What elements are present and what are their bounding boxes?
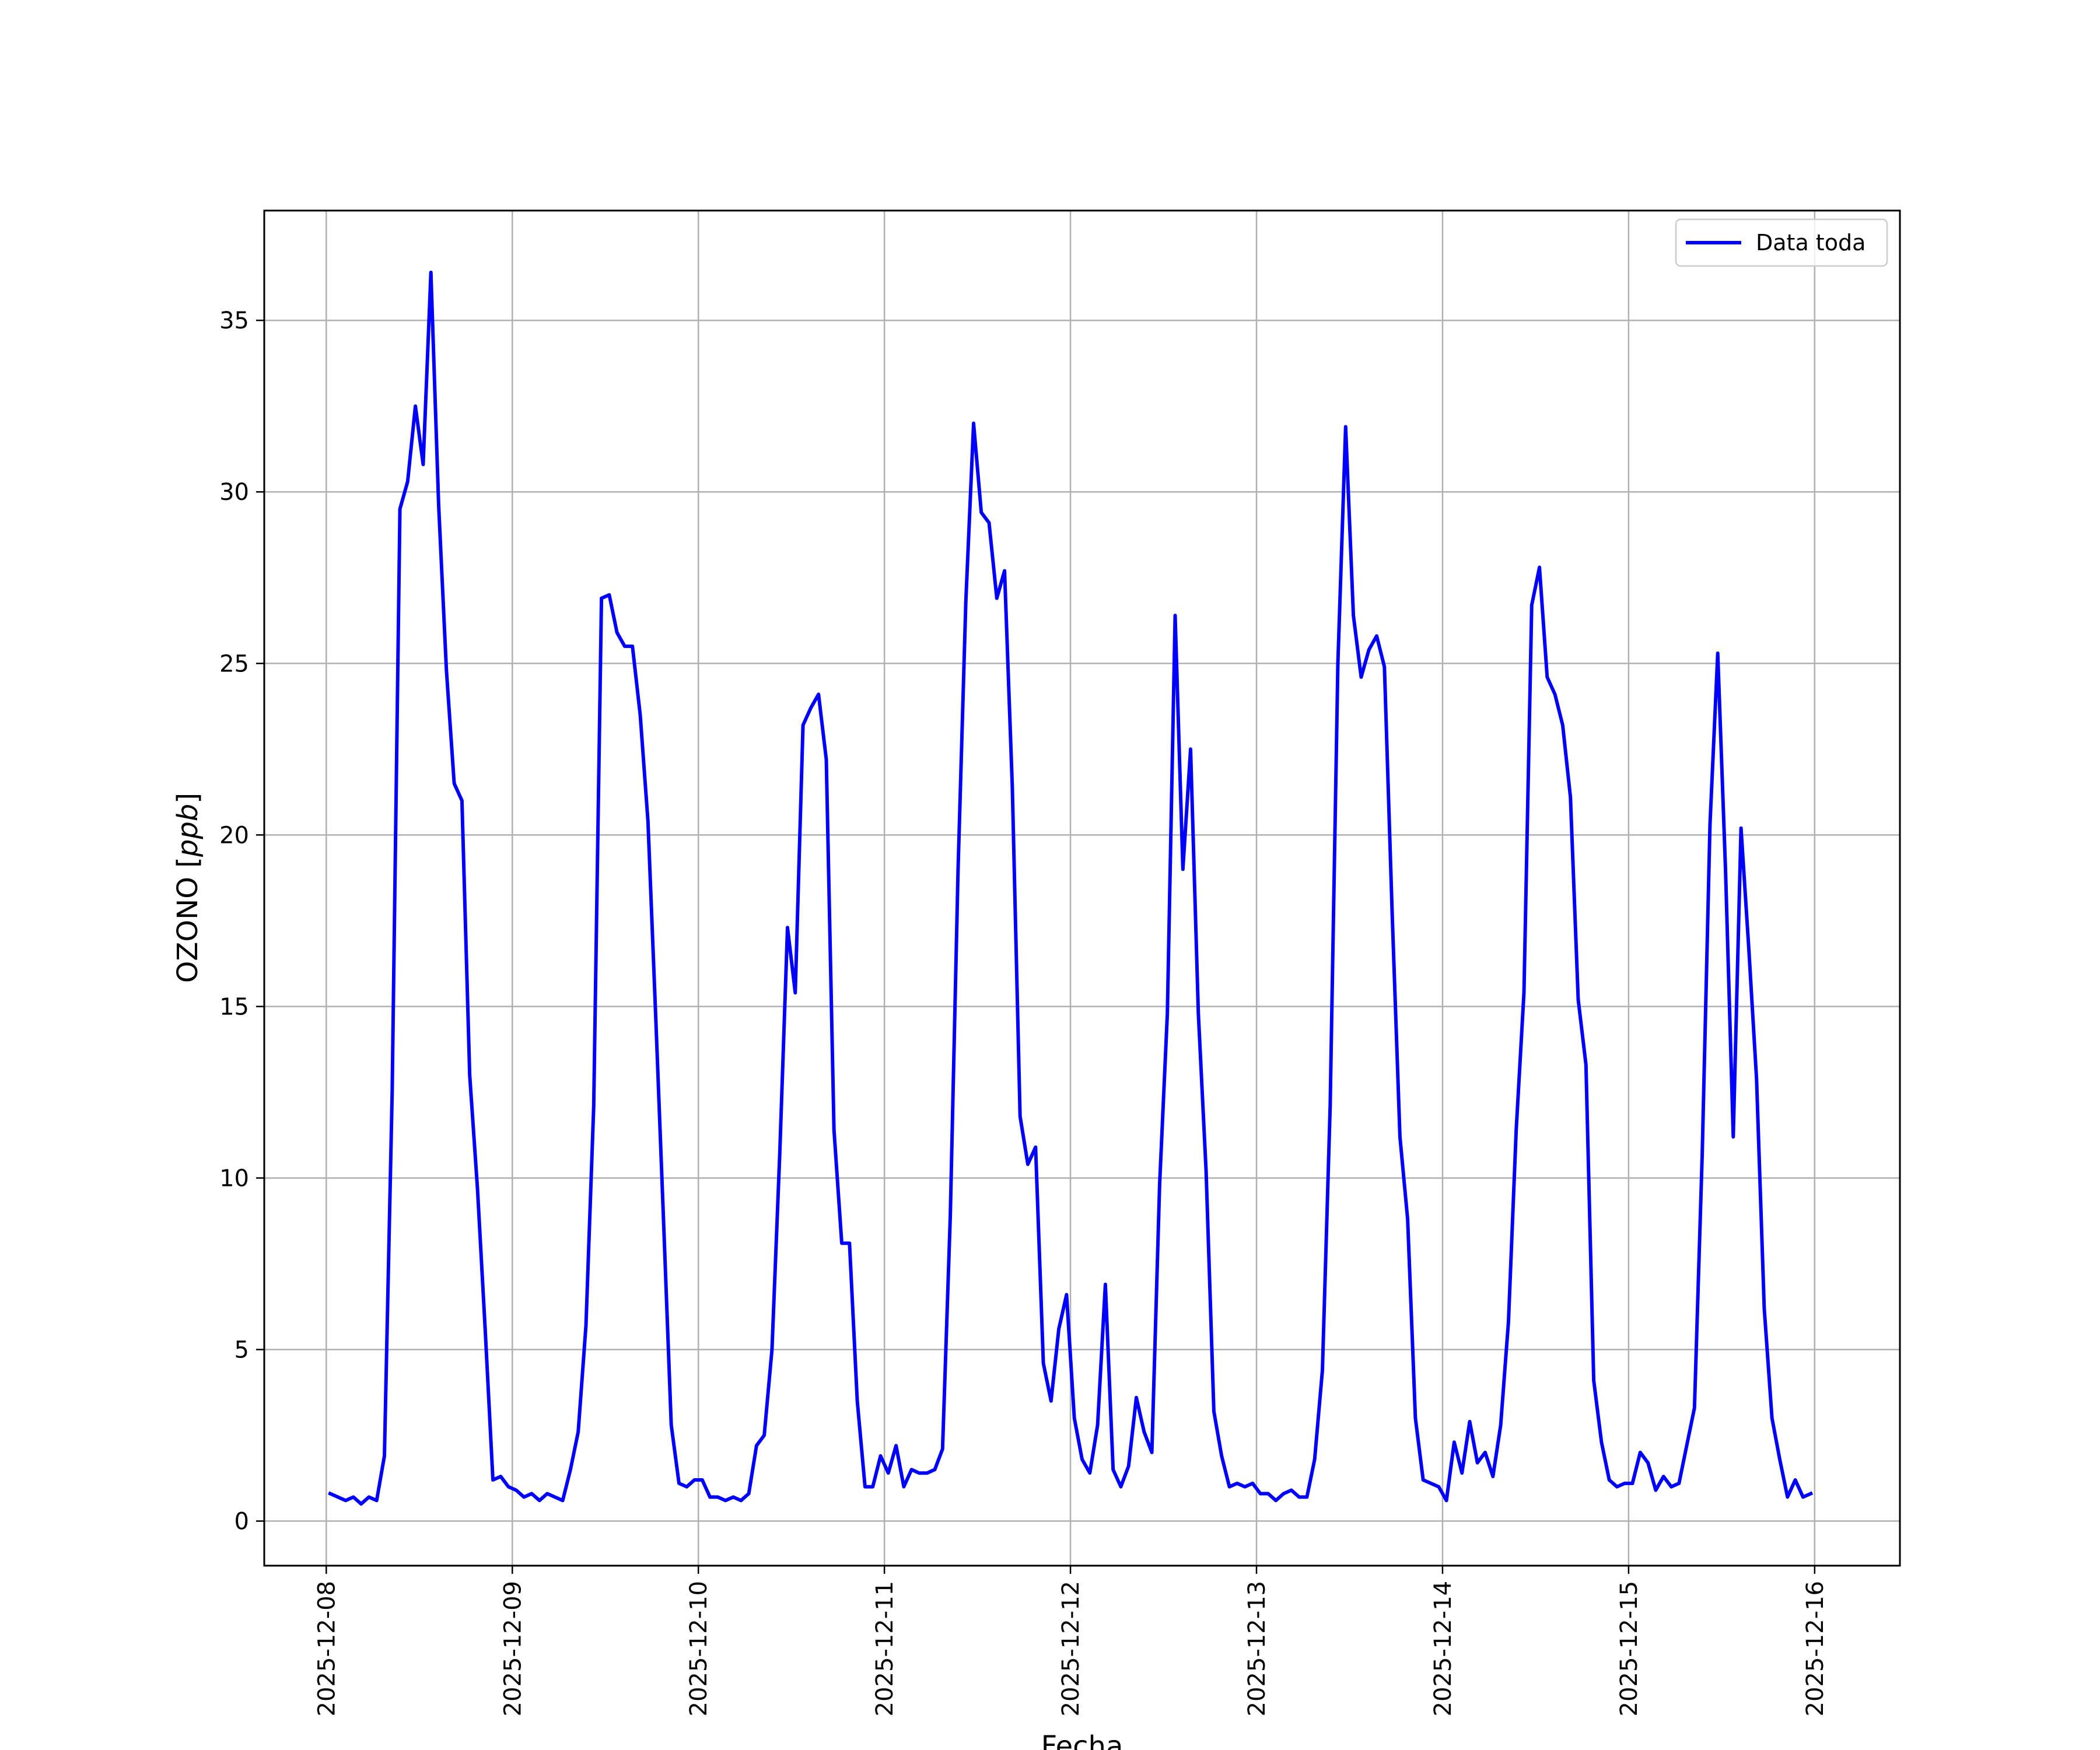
grid [264,211,1900,1566]
x-axis-label: Fecha [1041,1730,1124,1750]
y-axis-label-close: ] [172,793,204,804]
y-tick-label: 25 [219,650,249,677]
x-tick-label: 2025-12-08 [313,1581,340,1716]
x-tick-label: 2025-12-10 [685,1581,712,1716]
legend-box [1675,218,1888,267]
series-layer [328,270,1814,1506]
x-tick-label: 2025-12-09 [499,1581,526,1716]
y-tick-label: 20 [219,822,249,849]
x-tick-label: 2025-12-14 [1430,1581,1457,1716]
y-tick-label: 15 [219,993,249,1020]
series-line-data-toda [328,270,1814,1506]
x-tick-label: 2025-12-15 [1616,1581,1643,1716]
x-tick-label: 2025-12-12 [1058,1581,1084,1716]
y-tick-label: 10 [219,1165,249,1192]
x-tick-label: 2025-12-11 [872,1581,898,1716]
legend: Data toda [1675,218,1888,267]
plot-frame [263,209,1901,1567]
legend-label: Data toda [1756,230,1866,256]
y-axis-label-unit: ppb [172,804,204,858]
y-tick-label: 0 [235,1508,249,1535]
x-axis-ticks: 2025-12-08 2025-12-09 2025-12-10 2025-12-11… [313,1566,1829,1716]
y-axis-ticks: 0 5 10 15 20 25 30 35 [219,307,264,1535]
x-tick-label: 2025-12-16 [1802,1581,1829,1716]
y-tick-label: 35 [219,307,249,334]
y-tick-label: 30 [219,479,249,506]
y-axis-label: OZONO [ppb] [172,793,204,983]
y-axis-label-text: OZONO [ [172,857,204,983]
y-tick-label: 5 [235,1336,249,1363]
x-tick-label: 2025-12-13 [1244,1581,1270,1716]
